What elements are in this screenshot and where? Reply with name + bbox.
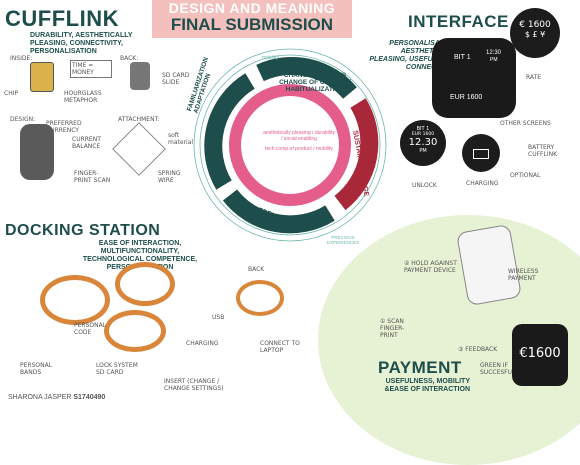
unlock-round-screen: BIT 1 EUR 1600 12.30 PM xyxy=(400,120,446,166)
screen-balance: EUR 1600 xyxy=(450,94,482,101)
label-pleasure: PLEASURE IN USE xyxy=(260,118,340,125)
payment-device: €1600 xyxy=(512,324,568,386)
payment-heading: PAYMENT xyxy=(378,358,462,378)
connect-laptop-label: CONNECT TO LAPTOP xyxy=(260,340,300,354)
payment-display: €1600 xyxy=(512,346,568,361)
design-label: DESIGN: xyxy=(10,116,35,123)
round-time: 12.30 xyxy=(400,137,446,148)
optional-label: OPTIONAL xyxy=(510,172,540,179)
finger-print-label: FINGER-PRINT SCAN xyxy=(74,170,114,184)
unlock-label: UNLOCK xyxy=(412,182,437,189)
dock-charging-label: CHARGING xyxy=(186,340,219,347)
rate-label: RATE xyxy=(526,74,541,81)
spring-wire-label: SPRING WIRE xyxy=(158,170,188,184)
lock-system-label: LOCK SYSTEM SD CARD xyxy=(96,362,146,376)
charging-round-screen xyxy=(462,134,500,172)
interface-heading: INTERFACE xyxy=(408,12,509,32)
title-line-2: FINAL SUBMISSION xyxy=(152,15,352,35)
usb-label: USB xyxy=(212,314,224,321)
interface-main-device: BIT 1 12:30 PM EUR 1600 xyxy=(432,38,516,118)
author-id: S1740490 xyxy=(73,394,105,401)
label-mobility: mobility xyxy=(262,55,279,61)
dock-sketch-second xyxy=(115,262,175,306)
back-label: BACK: xyxy=(120,55,138,62)
currency-round-display: € 1600 $ £ ¥ xyxy=(510,8,560,58)
current-balance-label: CURRENT BALANCE xyxy=(72,136,112,150)
label-change-habits: CHANGE IN HABITS CHANGE OF CONTEXT HABIT… xyxy=(270,72,360,93)
label-previous: PREVIOUS EXPERIENCES xyxy=(318,235,368,245)
chip-label: CHIP xyxy=(4,90,18,97)
step1-label: ① SCAN FINGER-PRINT xyxy=(380,318,420,339)
hourglass-label: HOURGLASS METAPHOR xyxy=(64,90,124,104)
cufflink-heading: CUFFLINK xyxy=(5,6,119,32)
cufflink-subtitle: DURABILITY, AESTHETICALLY PLEASING, CONN… xyxy=(30,32,160,56)
sd-card-label: SD CARD SLIDE xyxy=(162,72,192,86)
screen-pm: PM xyxy=(490,57,498,63)
battery-icon xyxy=(473,149,489,159)
other-screens-label: OTHER SCREENS xyxy=(500,120,560,127)
payment-subtitle: USEFULNESS, MOBILITY &EASE OF INTERACTIO… xyxy=(380,378,470,394)
charging-label: CHARGING xyxy=(466,180,499,187)
personal-bands-label: PERSONAL BANDS xyxy=(20,362,60,376)
wireless-label: WIRELESS PAYMENT xyxy=(508,268,554,282)
attachment-sketch xyxy=(112,122,166,176)
round-pm: PM xyxy=(400,148,446,154)
screen-time: 12:30 xyxy=(486,50,501,56)
author-name: SHARONA JASPER S1740490 xyxy=(8,394,105,401)
label-inner-ring: aesthetically pleasing / durability / so… xyxy=(262,130,336,142)
chip-sketch xyxy=(30,62,54,92)
dock-sketch-back xyxy=(236,280,284,316)
step3-label: ③ FEEDBACK xyxy=(458,346,497,353)
preferred-currency-label: PREFERRED CURRENCY xyxy=(46,120,96,134)
battery-label: BATTERY CUFFLINK xyxy=(528,144,568,158)
author-name-text: SHARONA JASPER xyxy=(8,394,71,401)
insert-label: INSERT (CHANGE / CHANGE SETTINGS) xyxy=(164,378,234,392)
step2-label: ② HOLD AGAINST PAYMENT DEVICE xyxy=(404,260,464,274)
inside-label: INSIDE: xyxy=(10,55,32,62)
title-line-1: DESIGN AND MEANING xyxy=(152,0,352,16)
personal-code-label: PERSONAL CODE xyxy=(74,322,124,336)
label-tech-comp: tech.comp.of product / mobility xyxy=(262,146,336,152)
dock-sketch-main xyxy=(40,275,110,325)
currency-symbols: $ £ ¥ xyxy=(510,30,560,39)
dock-back-label: BACK xyxy=(248,266,264,273)
docking-heading: DOCKING STATION xyxy=(5,222,160,240)
currency-value: € 1600 xyxy=(510,20,560,30)
time-money-label: TIME = MONEY xyxy=(70,60,112,78)
cufflink-back-sketch xyxy=(130,62,150,90)
screen-bit: BIT 1 xyxy=(454,54,471,61)
